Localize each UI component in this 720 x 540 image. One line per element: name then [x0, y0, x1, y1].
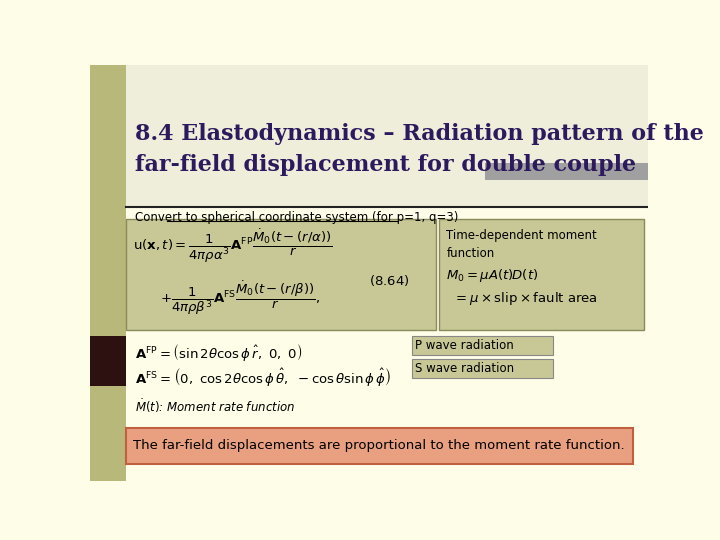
Bar — [126, 428, 632, 464]
Text: 8.4 Elastodynamics – Radiation pattern of the
far-field displacement for double : 8.4 Elastodynamics – Radiation pattern o… — [135, 123, 704, 176]
Text: $\mathbf{A}^{\mathrm{FS}} = \left(0,\ \cos 2\theta\cos\phi\,\hat{\theta},\ -\cos: $\mathbf{A}^{\mathrm{FS}} = \left(0,\ \c… — [135, 367, 391, 389]
Bar — [90, 65, 126, 481]
Text: Convert to spherical coordinate system (for p=1, q=3): Convert to spherical coordinate system (… — [135, 211, 459, 224]
Text: Time-dependent moment
function: Time-dependent moment function — [446, 229, 598, 260]
Bar — [485, 164, 648, 180]
Bar — [90, 336, 126, 386]
Text: P wave radiation: P wave radiation — [415, 339, 513, 352]
Bar — [412, 336, 553, 355]
Text: The far-field displacements are proportional to the moment rate function.: The far-field displacements are proporti… — [133, 440, 625, 453]
Bar — [438, 219, 644, 330]
Text: $= \mu \times \mathrm{slip} \times \mathrm{fault\ area}$: $= \mu \times \mathrm{slip} \times \math… — [453, 289, 598, 307]
Text: $\mathbf{A}^{\mathrm{FP}} = \left(\sin 2\theta\cos\phi\,\hat{r},\ 0,\ 0\right)$: $\mathbf{A}^{\mathrm{FP}} = \left(\sin 2… — [135, 342, 302, 363]
Text: $(8.64)$: $(8.64)$ — [369, 273, 410, 288]
Bar — [412, 359, 553, 378]
Text: $\mathrm{u}(\mathbf{x},t) = \dfrac{1}{4\pi\rho\alpha^3}\mathbf{A}^{\mathrm{FP}}\: $\mathrm{u}(\mathbf{x},t) = \dfrac{1}{4\… — [132, 228, 333, 265]
Text: $\dot{M}(t)$: Moment rate function: $\dot{M}(t)$: Moment rate function — [135, 397, 295, 415]
Bar — [126, 219, 436, 330]
Text: $M_0 = \mu A(t)D(t)$: $M_0 = \mu A(t)D(t)$ — [446, 267, 539, 284]
Text: S wave radiation: S wave radiation — [415, 362, 514, 375]
Text: $+\dfrac{1}{4\pi\rho\beta^3}\mathbf{A}^{\mathrm{FS}}\dfrac{\dot{M}_0(t-(r/\beta): $+\dfrac{1}{4\pi\rho\beta^3}\mathbf{A}^{… — [160, 279, 320, 317]
Bar — [126, 65, 648, 207]
